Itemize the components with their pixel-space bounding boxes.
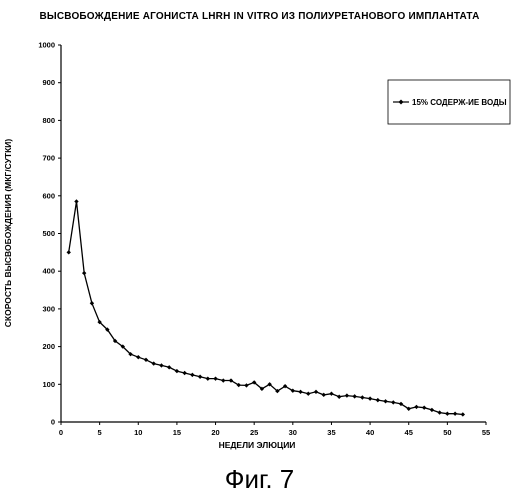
x-tick-label: 25: [250, 428, 258, 437]
y-tick-label: 500: [42, 229, 55, 238]
y-tick-label: 600: [42, 191, 55, 200]
x-tick-label: 0: [59, 428, 63, 437]
legend: 15% СОДЕРЖ-ИЕ ВОДЫ: [388, 80, 510, 124]
data-point: [445, 412, 449, 416]
data-point: [159, 363, 163, 367]
legend-series-label: 15% СОДЕРЖ-ИЕ ВОДЫ: [412, 98, 507, 107]
data-point: [360, 395, 364, 399]
y-axis-title: СКОРОСТЬ ВЫСВОБОЖДЕНИЯ (МКГ/СУТКИ): [3, 139, 13, 328]
x-tick-label: 35: [327, 428, 335, 437]
series-layer: [67, 199, 465, 416]
data-point: [90, 301, 94, 305]
data-point: [414, 405, 418, 409]
y-tick-label: 400: [42, 267, 55, 276]
x-tick-label: 10: [134, 428, 142, 437]
data-point: [190, 373, 194, 377]
x-tick-label: 55: [482, 428, 490, 437]
y-tick-label: 300: [42, 304, 55, 313]
data-point: [430, 408, 434, 412]
figure-caption: Фиг. 7: [0, 464, 519, 495]
data-point: [306, 392, 310, 396]
data-point: [437, 410, 441, 414]
data-point: [198, 375, 202, 379]
data-point: [182, 371, 186, 375]
data-point: [67, 250, 71, 254]
x-tick-label: 30: [289, 428, 297, 437]
y-tick-label: 200: [42, 342, 55, 351]
y-tick-label: 1000: [38, 41, 55, 50]
y-tick-label: 100: [42, 380, 55, 389]
data-point: [144, 358, 148, 362]
data-point: [391, 400, 395, 404]
data-point: [453, 412, 457, 416]
data-point: [175, 369, 179, 373]
data-point: [136, 355, 140, 359]
data-point: [213, 376, 217, 380]
data-point: [206, 376, 210, 380]
data-point: [314, 390, 318, 394]
data-point: [167, 365, 171, 369]
x-tick-label: 15: [173, 428, 181, 437]
y-tick-label: 900: [42, 78, 55, 87]
data-point: [322, 393, 326, 397]
x-axis-title: НЕДЕЛИ ЭЛЮЦИИ: [219, 440, 296, 450]
data-point: [74, 199, 78, 203]
data-point: [298, 390, 302, 394]
data-point: [383, 399, 387, 403]
data-point: [329, 392, 333, 396]
x-tick-label: 5: [98, 428, 102, 437]
data-point: [244, 383, 248, 387]
series-line: [69, 202, 463, 415]
data-point: [352, 394, 356, 398]
data-point: [461, 412, 465, 416]
x-tick-label: 40: [366, 428, 374, 437]
data-point: [221, 378, 225, 382]
x-tick-label: 50: [443, 428, 451, 437]
data-point: [368, 396, 372, 400]
x-tick-label: 20: [211, 428, 219, 437]
data-point: [422, 405, 426, 409]
y-tick-label: 700: [42, 154, 55, 163]
data-point: [376, 398, 380, 402]
data-point: [345, 393, 349, 397]
y-tick-label: 0: [51, 418, 55, 427]
data-point: [82, 271, 86, 275]
y-tick-label: 800: [42, 116, 55, 125]
data-point: [152, 361, 156, 365]
data-point: [337, 395, 341, 399]
x-tick-label: 45: [405, 428, 413, 437]
